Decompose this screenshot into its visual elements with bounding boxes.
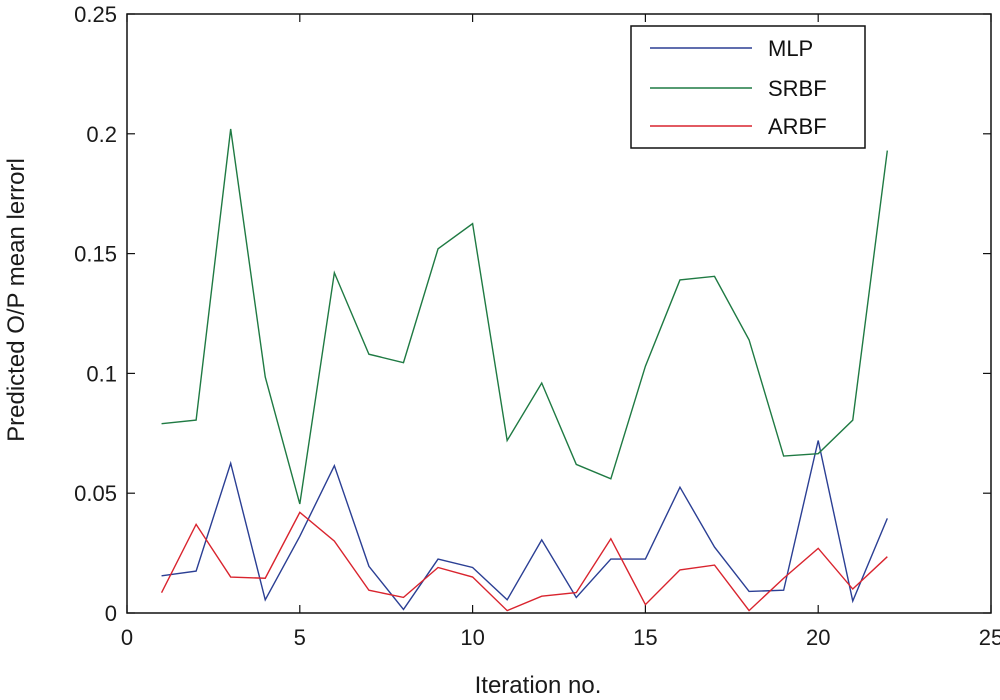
y-tick-label: 0 [105,601,117,626]
y-tick-label: 0.2 [86,122,117,147]
y-tick-label: 0.05 [74,481,117,506]
legend-box [630,25,866,149]
y-axis: 0 0.05 0.1 0.15 0.2 0.25 [74,2,991,626]
series-line-arbf [160,511,888,612]
series-lines [160,128,889,612]
y-tick-label: 0.15 [74,242,117,267]
x-tick-label: 20 [806,625,830,650]
legend-label-mlp: MLP [768,36,813,61]
legend-label-arbf: ARBF [768,114,827,139]
series-line-srbf [161,128,889,505]
y-tick-label: 0.1 [86,361,117,386]
series-line-mlp [161,440,888,611]
y-axis-label: Predicted O/P mean lerrorl [3,158,30,442]
legend: MLP SRBF ARBF [630,25,866,149]
x-tick-label: 5 [294,625,306,650]
x-tick-label: 0 [121,625,133,650]
legend-label-srbf: SRBF [768,76,827,101]
x-tick-label: 10 [460,625,484,650]
x-tick-label: 15 [633,625,657,650]
x-axis-label: Iteration no. [475,672,602,699]
x-axis: 0 5 10 15 20 25 [121,14,1000,650]
y-tick-label: 0.25 [74,2,117,27]
x-tick-label: 25 [979,625,1000,650]
